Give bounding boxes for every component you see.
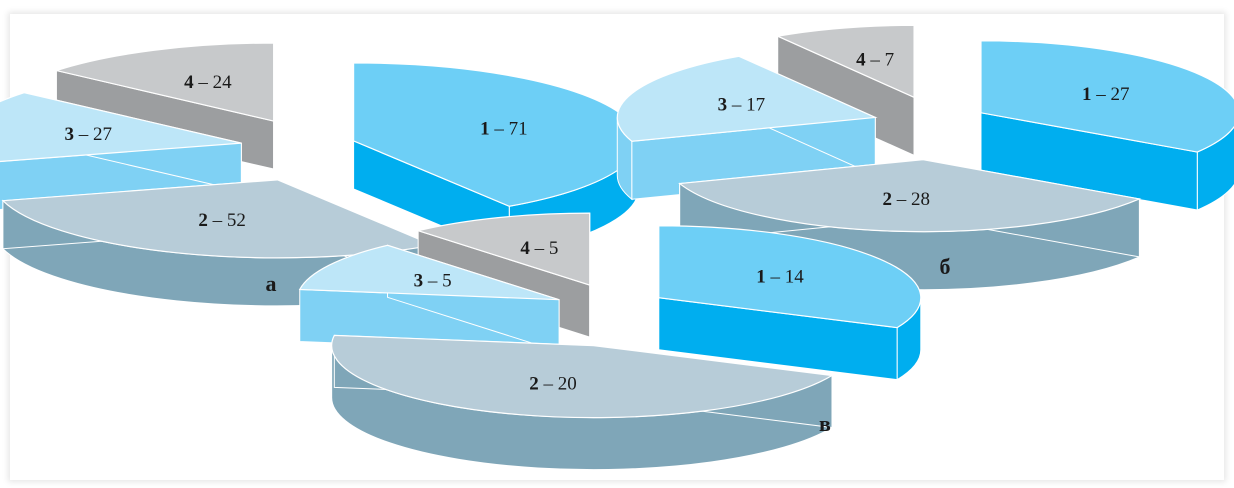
pie-slice-4-top: [54, 42, 275, 122]
pie-slice-3: 3 – 5: [298, 244, 560, 353]
slice-value: – 27: [1095, 84, 1129, 105]
slice-value: – 7: [869, 49, 894, 70]
caption-c: в: [819, 411, 831, 436]
slice-value: – 28: [896, 189, 930, 210]
pie-slice-3-label: 3 – 17: [718, 94, 766, 115]
pie-slice-1-label: 1 – 71: [480, 119, 528, 140]
slice-value: – 52: [212, 210, 246, 231]
pie-slice-2-top: [331, 334, 834, 419]
slice-number: 1: [480, 119, 494, 140]
slice-value: – 5: [534, 238, 559, 259]
pie-slice-3-label: 3 – 27: [65, 124, 113, 145]
slice-value: – 5: [427, 271, 452, 292]
pie-slice-4-top: [415, 212, 591, 286]
slice-number: 4: [184, 72, 198, 93]
slice-number: 4: [520, 238, 534, 259]
slice-number: 4: [856, 49, 870, 70]
slice-number: 3: [718, 94, 732, 115]
slice-value: – 20: [543, 374, 577, 395]
pie-slice-1-label: 1 – 14: [756, 266, 804, 287]
slice-number: 2: [198, 210, 212, 231]
pie-slice-2: 2 – 28: [678, 159, 1142, 291]
slice-number: 1: [1082, 84, 1096, 105]
pie-slice-1: 1 – 27: [980, 40, 1234, 211]
pie-slice-1-label: 1 – 27: [1082, 84, 1130, 105]
pie-slice-2: 2 – 20: [331, 334, 834, 471]
pie-slice-3: 3 – 27: [0, 92, 242, 210]
slice-value: – 71: [493, 119, 527, 140]
pie-slice-2-label: 2 – 28: [882, 189, 930, 210]
pie-chart-c: 4 – 5 1 – 14 3 – 5 2 – 20: [298, 212, 922, 471]
pie-slice-4-label: 4 – 7: [856, 49, 894, 70]
pie-slice-1-top: [658, 225, 922, 329]
slice-value: – 24: [197, 72, 232, 93]
slice-value: – 27: [78, 124, 112, 145]
pie-slice-2-label: 2 – 20: [529, 374, 577, 395]
caption-a: а: [266, 271, 277, 296]
pie-slice-3-label: 3 – 5: [414, 271, 452, 292]
slice-value: – 17: [731, 94, 765, 115]
slice-number: 1: [756, 266, 770, 287]
pie-slice-3-top: [0, 92, 242, 163]
pie-slice-1: 1 – 14: [658, 225, 922, 381]
slice-number: 2: [529, 374, 543, 395]
slice-number: 2: [882, 189, 896, 210]
slice-number: 3: [65, 124, 79, 145]
pie-slice-2-top: [678, 159, 1142, 233]
pie-slice-3-top: [298, 244, 560, 301]
pie-slice-1-top: [980, 40, 1234, 153]
pie-slice-3-top: [616, 55, 878, 142]
pie-slice-2-label: 2 – 52: [198, 210, 246, 231]
slice-number: 3: [414, 271, 428, 292]
pie-slice-4: 4 – 7: [775, 24, 915, 157]
slice-value: – 14: [770, 266, 805, 287]
caption-b: б: [940, 254, 951, 279]
pie-slice-4-top: [775, 24, 915, 99]
pie-slice-4-label: 4 – 24: [184, 72, 232, 93]
pie-chart-b: 4 – 7 1 – 27 3 – 17 2 – 28: [616, 24, 1234, 291]
pie-slice-4-label: 4 – 5: [520, 238, 558, 259]
